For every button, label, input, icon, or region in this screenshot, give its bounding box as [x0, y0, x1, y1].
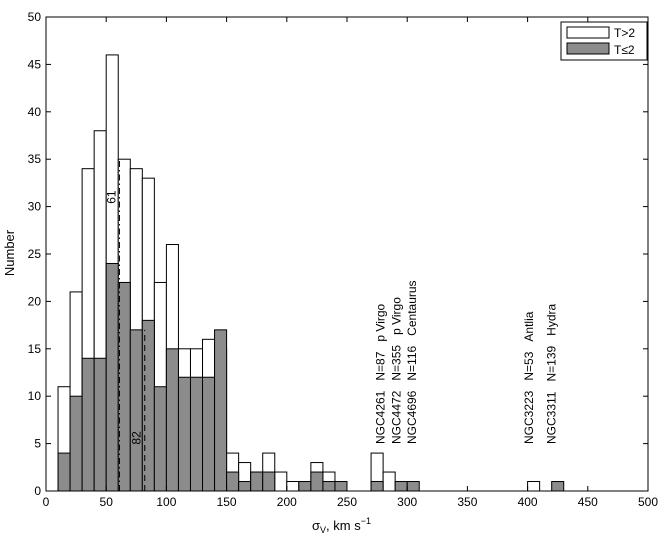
x-tick-label: 300 — [397, 495, 417, 509]
annotation-label: N=139 — [545, 345, 559, 381]
histogram-bar — [226, 471, 240, 492]
x-tick-label: 250 — [337, 495, 357, 509]
y-tick-label: 35 — [28, 152, 42, 166]
histogram-bar — [177, 376, 191, 492]
reference-lines: 61 82 — [104, 159, 146, 491]
x-axis-ticks: 0 50 100 150 200 250 300 350 400 450 500 — [43, 17, 658, 509]
histogram-bar — [105, 262, 119, 492]
x-tick-label: 400 — [518, 495, 538, 509]
histogram-bar — [69, 395, 83, 492]
x-axis-label-main: σ — [312, 518, 320, 533]
histogram-bar — [129, 329, 143, 492]
histogram-bar — [551, 481, 565, 492]
histogram-bar — [93, 357, 107, 492]
annotation-label: Hydra — [545, 303, 559, 335]
reference-line-label: 82 — [130, 431, 144, 445]
y-tick-label: 20 — [28, 294, 42, 308]
annotation-label: NGC3223 — [522, 390, 536, 444]
x-axis-label-exp: −1 — [361, 516, 371, 526]
histogram-bar — [202, 376, 216, 492]
histogram-bar — [141, 319, 155, 492]
x-tick-label: 100 — [156, 495, 176, 509]
histogram-bar — [274, 471, 288, 492]
histogram-bar — [153, 386, 167, 492]
x-tick-label: 350 — [457, 495, 477, 509]
y-tick-label: 45 — [28, 57, 42, 71]
histogram-bar — [527, 481, 541, 492]
legend-swatch-t-gt-2 — [566, 26, 610, 39]
y-axis-label: Number — [2, 229, 17, 276]
x-axis-label-sub: V — [320, 525, 326, 535]
x-tick-label: 450 — [578, 495, 598, 509]
legend: T>2 T≤2 — [560, 21, 648, 61]
annotation-label: N=355 — [389, 345, 403, 381]
annotation-label: N=116 — [405, 345, 419, 380]
annotation-label: Antlia — [522, 311, 536, 341]
y-tick-label: 50 — [28, 10, 42, 24]
histogram-bar — [406, 481, 420, 492]
legend-label-t-gt-2: T>2 — [614, 26, 635, 40]
histogram-bar — [57, 452, 71, 492]
histogram-bar — [250, 471, 264, 492]
annotation-label: NGC4472 — [389, 390, 403, 444]
x-tick-label: 200 — [277, 495, 297, 509]
histogram-bar — [322, 481, 336, 492]
reference-line-label: 61 — [104, 190, 118, 204]
histogram-bar — [298, 481, 312, 492]
annotation-label: NGC4696 — [405, 390, 419, 444]
y-tick-label: 30 — [28, 200, 42, 214]
histogram-bar — [81, 357, 95, 492]
legend-swatch-t-le-2 — [566, 42, 610, 55]
y-tick-label: 40 — [28, 105, 42, 119]
legend-label-t-le-2: T≤2 — [614, 43, 635, 57]
annotation-label: NGC3311 — [545, 391, 559, 444]
x-axis-label-rest: , km s — [326, 518, 361, 533]
histogram-bar — [214, 329, 228, 492]
histogram-bar — [189, 376, 204, 492]
annotation-label: N=53 — [522, 351, 536, 380]
histogram-bar — [334, 481, 348, 492]
y-tick-label: 25 — [28, 247, 42, 261]
annotation-label: N=87 — [374, 351, 388, 380]
y-tick-label: 10 — [28, 389, 42, 403]
annotation-label: p Virgo — [374, 303, 388, 341]
annotation-label: p Virgo — [389, 297, 403, 335]
x-tick-label: 150 — [217, 495, 237, 509]
y-tick-label: 0 — [34, 484, 41, 498]
histogram-bar — [286, 481, 300, 492]
histogram-bar — [117, 281, 131, 492]
annotation-label: Centaurus — [405, 280, 419, 335]
histogram-bar — [382, 471, 396, 492]
annotation-label: NGC4261 — [374, 390, 388, 444]
x-tick-label: 0 — [43, 495, 50, 509]
x-tick-label: 500 — [638, 495, 658, 509]
x-axis-label: σV, km s−1 — [312, 516, 371, 535]
histogram-bar — [238, 481, 252, 492]
x-tick-label: 50 — [100, 495, 114, 509]
histogram-bar — [370, 481, 384, 492]
histogram-bar — [165, 348, 179, 492]
y-tick-label: 5 — [34, 437, 41, 451]
histogram-bar — [262, 471, 276, 492]
y-axis-ticks: 0 5 10 15 20 25 30 35 40 45 50 — [28, 10, 648, 498]
histogram-bar — [310, 471, 324, 492]
y-tick-label: 15 — [28, 342, 42, 356]
histogram-bar — [394, 481, 408, 492]
